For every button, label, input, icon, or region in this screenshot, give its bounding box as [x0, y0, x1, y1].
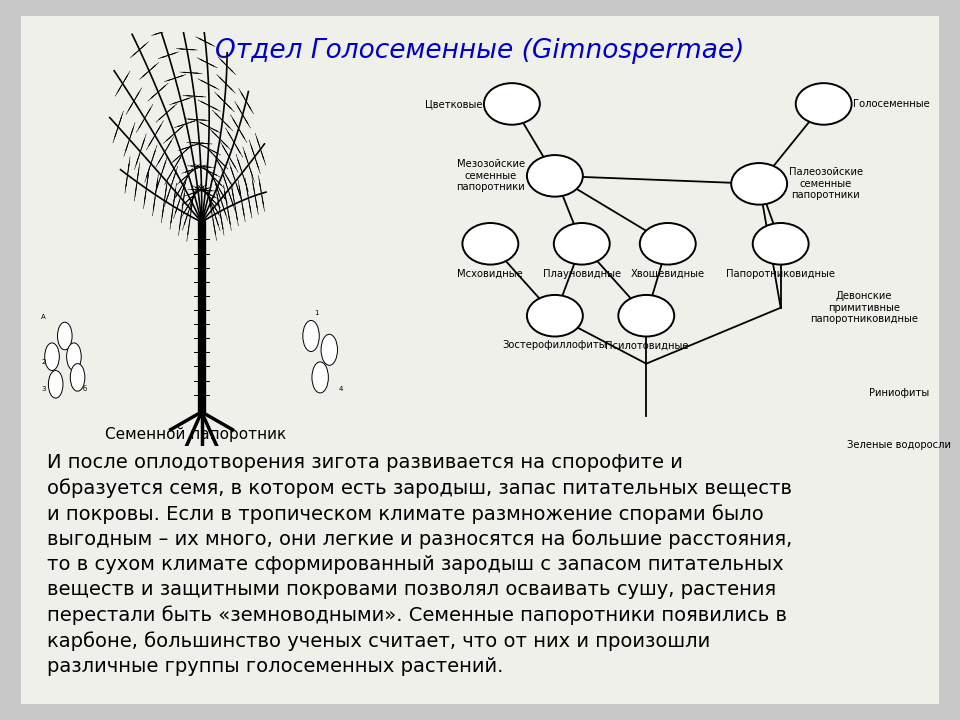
Text: перестали быть «земноводными». Семенные папоротники появились в: перестали быть «земноводными». Семенные … — [47, 606, 787, 626]
FancyBboxPatch shape — [16, 12, 944, 708]
Text: Мезозойские
семенные
папоротники: Мезозойские семенные папоротники — [457, 159, 525, 192]
Circle shape — [58, 323, 72, 350]
Text: Палеозойские
семенные
папоротники: Палеозойские семенные папоротники — [789, 167, 863, 200]
Circle shape — [527, 155, 583, 197]
Text: Цветковые: Цветковые — [425, 99, 482, 109]
Text: 2: 2 — [41, 359, 45, 364]
Circle shape — [618, 295, 674, 336]
Text: карбоне, большинство ученых считает, что от них и произошли: карбоне, большинство ученых считает, что… — [47, 631, 710, 651]
Text: 3: 3 — [41, 386, 45, 392]
Circle shape — [796, 83, 852, 125]
Circle shape — [48, 371, 63, 398]
Text: Риниофиты: Риниофиты — [869, 389, 929, 398]
Text: И после оплодотворения зигота развивается на спорофите и: И после оплодотворения зигота развиваетс… — [47, 453, 683, 472]
Text: Мсховидные: Мсховидные — [458, 269, 523, 279]
Text: различные группы голосеменных растений.: различные группы голосеменных растений. — [47, 657, 503, 675]
Circle shape — [302, 320, 320, 351]
Circle shape — [753, 223, 808, 264]
Circle shape — [732, 163, 787, 204]
Circle shape — [45, 343, 60, 371]
Text: Голосеменные: Голосеменные — [853, 99, 930, 109]
Text: 4: 4 — [338, 386, 343, 392]
Text: и покровы. Если в тропическом климате размножение спорами было: и покровы. Если в тропическом климате ра… — [47, 504, 763, 523]
Text: Зостерофиллофиты: Зостерофиллофиты — [503, 341, 607, 351]
Text: Девонские
примитивные
папоротниковидные: Девонские примитивные папоротниковидные — [810, 291, 918, 324]
Circle shape — [70, 364, 84, 391]
Text: Хвощевидные: Хвощевидные — [631, 269, 705, 279]
Text: выгодным – их много, они легкие и разносятся на большие расстояния,: выгодным – их много, они легкие и разнос… — [47, 529, 792, 549]
Text: Папоротниковидные: Папоротниковидные — [726, 269, 835, 279]
Text: Псилотовидные: Псилотовидные — [605, 341, 688, 351]
Text: то в сухом климате сформированный зародыш с запасом питательных: то в сухом климате сформированный зароды… — [47, 555, 783, 574]
Text: веществ и защитными покровами позволял осваивать сушу, растения: веществ и защитными покровами позволял о… — [47, 580, 776, 599]
Circle shape — [463, 223, 518, 264]
Text: Отдел Голосеменные (Gimnospermae): Отдел Голосеменные (Gimnospermae) — [215, 38, 745, 64]
Text: Зеленые водоросли: Зеленые водоросли — [847, 441, 951, 451]
Text: 1: 1 — [315, 310, 319, 316]
Circle shape — [554, 223, 610, 264]
Circle shape — [66, 343, 82, 371]
Circle shape — [321, 334, 338, 365]
Text: образуется семя, в котором есть зародыш, запас питательных веществ: образуется семя, в котором есть зародыш,… — [47, 478, 792, 498]
Text: б: б — [83, 386, 87, 392]
Circle shape — [639, 223, 696, 264]
Circle shape — [527, 295, 583, 336]
Circle shape — [484, 83, 540, 125]
Text: Семенной папоротник: Семенной папоротник — [105, 428, 286, 443]
Text: Плауновидные: Плауновидные — [542, 269, 621, 279]
Text: A: A — [41, 314, 46, 320]
Circle shape — [312, 362, 328, 393]
